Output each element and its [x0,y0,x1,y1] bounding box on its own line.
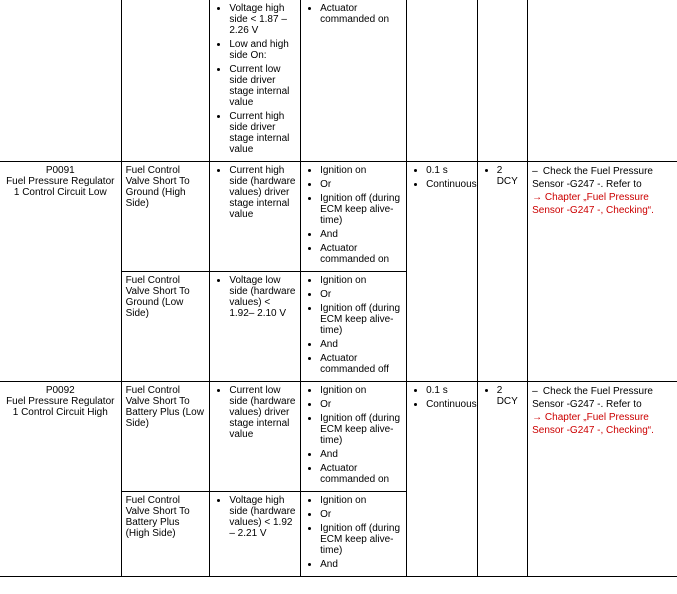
bullet-item: Continuous [426,179,473,190]
bullet-item: Voltage high side < 1.87 – 2.26 V [229,3,296,36]
cell: Voltage high side (hardware values) < 1.… [210,492,301,577]
bullet-item: Ignition on [320,385,402,396]
cell: – Check the Fuel Pressure Sensor -G247 -… [528,382,677,577]
cell: Fuel Control Valve Short To Ground (High… [121,162,210,272]
cell: 2 DCY [477,162,527,382]
bullet-item: And [320,559,402,570]
cell [407,0,478,162]
cell: – Check the Fuel Pressure Sensor -G247 -… [528,162,677,382]
bullet-item: Or [320,289,402,300]
bullet-list: Current low side (hardware values) drive… [214,385,296,440]
bullet-item: Actuator commanded on [320,463,402,485]
bullet-item: Or [320,509,402,520]
bullet-item: Voltage low side (hardware values) < 1.9… [229,275,296,319]
cell: Voltage low side (hardware values) < 1.9… [210,272,301,382]
bullet-list: Actuator commanded on [305,3,402,25]
cell: Ignition on Or Ignition off (during ECM ke… [301,272,407,382]
bullet-list: Current high side (hardware values) driv… [214,165,296,220]
bullet-list: 2 DCY [482,385,523,407]
bullet-item: Actuator commanded on [320,243,402,265]
action-item: – Check the Fuel Pressure Sensor -G247 -… [532,165,673,217]
bullet-item: Ignition on [320,165,402,176]
bullet-item: Or [320,399,402,410]
bullet-item: Current low side driver stage internal v… [229,64,296,108]
bullet-list: Ignition on Or Ignition off (during ECM ke… [305,165,402,265]
bullet-item: And [320,229,402,240]
bullet-item: Ignition off (during ECM keep alive-time… [320,413,402,446]
cell: Actuator commanded on [301,0,407,162]
bullet-list: Voltage high side < 1.87 – 2.26 V Low and… [214,3,296,155]
cell: Voltage high side < 1.87 – 2.26 V Low and… [210,0,301,162]
cell: Ignition on Or Ignition off (during ECM ke… [301,492,407,577]
cell: Ignition on Or Ignition off (during ECM ke… [301,162,407,272]
cell: Fuel Control Valve Short To Ground (Low … [121,272,210,382]
bullet-item: Ignition on [320,275,402,286]
reference-link: → Chapter „Fuel Pressure Sensor -G247 -,… [532,192,654,216]
reference-link: → Chapter „Fuel Pressure Sensor -G247 -,… [532,412,654,436]
bullet-item: Or [320,179,402,190]
cell: 2 DCY [477,382,527,577]
bullet-item: Current high side driver stage internal … [229,111,296,155]
bullet-item: And [320,339,402,350]
cell: Fuel Control Valve Short To Battery Plus… [121,382,210,492]
bullet-item: Actuator commanded off [320,353,402,375]
bullet-item: Current low side (hardware values) drive… [229,385,296,440]
bullet-list: Ignition on Or Ignition off (during ECM ke… [305,385,402,485]
cell: 0.1 s Continuous [407,382,478,577]
table-row: P0091Fuel Pressure Regulator 1 Control C… [0,162,677,272]
bullet-item: Low and high side On: [229,39,296,61]
bullet-list: 2 DCY [482,165,523,187]
table-row: Voltage high side < 1.87 – 2.26 V Low and… [0,0,677,162]
bullet-item: Ignition off (during ECM keep alive-time… [320,193,402,226]
cell [528,0,677,162]
cell: 0.1 s Continuous [407,162,478,382]
bullet-item: Actuator commanded on [320,3,402,25]
bullet-item: 2 DCY [497,165,523,187]
cell: Current high side (hardware values) driv… [210,162,301,272]
bullet-list: Ignition on Or Ignition off (during ECM ke… [305,495,402,570]
bullet-item: Ignition off (during ECM keep alive-time… [320,523,402,556]
cell: P0091Fuel Pressure Regulator 1 Control C… [0,162,121,382]
cell: P0092Fuel Pressure Regulator 1 Control C… [0,382,121,577]
bullet-item: 2 DCY [497,385,523,407]
bullet-item: 0.1 s [426,165,473,176]
bullet-item: 0.1 s [426,385,473,396]
dtc-table: Voltage high side < 1.87 – 2.26 V Low and… [0,0,677,577]
cell: Fuel Control Valve Short To Battery Plus… [121,492,210,577]
bullet-item: Continuous [426,399,473,410]
bullet-list: Voltage low side (hardware values) < 1.9… [214,275,296,319]
cell [0,0,121,162]
bullet-item: Voltage high side (hardware values) < 1.… [229,495,296,539]
table-row: P0092Fuel Pressure Regulator 1 Control C… [0,382,677,492]
bullet-list: Voltage high side (hardware values) < 1.… [214,495,296,539]
bullet-list: Ignition on Or Ignition off (during ECM ke… [305,275,402,375]
bullet-item: Current high side (hardware values) driv… [229,165,296,220]
cell: Current low side (hardware values) drive… [210,382,301,492]
cell [477,0,527,162]
bullet-item: Ignition on [320,495,402,506]
cell [121,0,210,162]
action-item: – Check the Fuel Pressure Sensor -G247 -… [532,385,673,437]
bullet-item: Ignition off (during ECM keep alive-time… [320,303,402,336]
bullet-list: 0.1 s Continuous [411,385,473,410]
bullet-list: 0.1 s Continuous [411,165,473,190]
bullet-item: And [320,449,402,460]
cell: Ignition on Or Ignition off (during ECM ke… [301,382,407,492]
